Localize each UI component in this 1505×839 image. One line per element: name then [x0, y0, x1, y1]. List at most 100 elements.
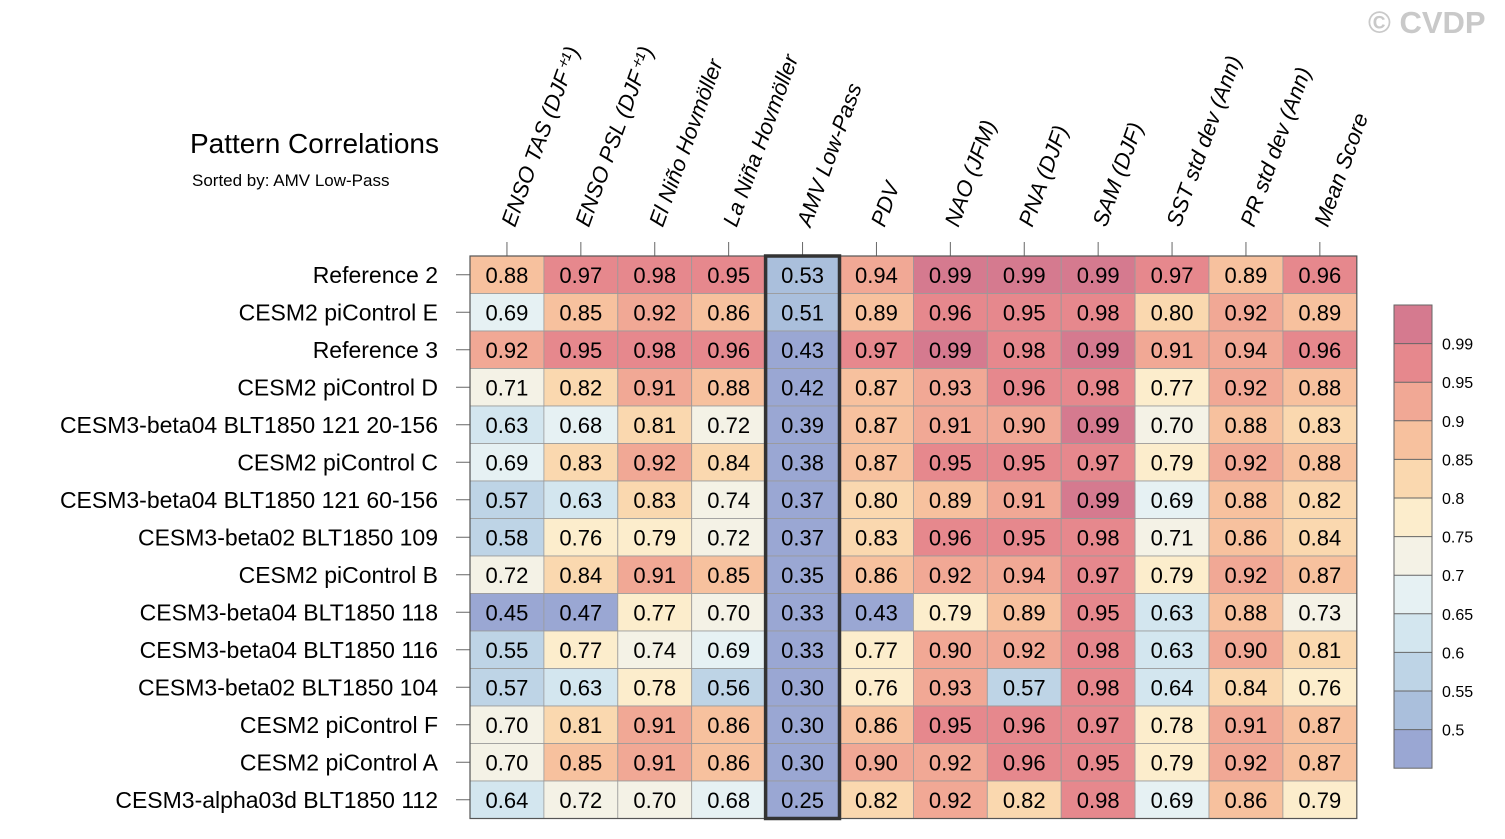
heatmap-cell: [986, 780, 1062, 819]
cell-value: 0.63: [559, 488, 602, 513]
heatmap-cell: [913, 630, 988, 669]
column-label-mean-score: Mean Score: [1309, 110, 1373, 230]
cell-value: 0.91: [929, 413, 972, 438]
cell-value: 0.91: [633, 375, 676, 400]
cell-value: 0.86: [1225, 788, 1268, 813]
cell-value: 0.70: [707, 600, 750, 625]
sorted-column-highlight: [763, 254, 842, 821]
heatmap-cell: [543, 593, 619, 632]
colorbar-swatch: [1394, 536, 1432, 576]
cell-value: 0.99: [1077, 263, 1120, 288]
heatmap-cells: 0.88 0.97 0.98 0.95 0.53 0.94 0.99 0.99 0.99 0.97…: [469, 254, 1358, 821]
column-label-sam-djf: SAM (DJF): [1087, 119, 1148, 230]
cell-value: 0.51: [781, 300, 824, 325]
heatmap-cell: [1208, 630, 1284, 669]
heatmap-cell: [543, 705, 619, 744]
cell-value: 0.87: [1298, 750, 1341, 775]
cell-value: 0.82: [1003, 788, 1046, 813]
colorbar-swatch: [1394, 382, 1432, 421]
colorbar-swatch: [1394, 729, 1432, 769]
heatmap-cell: [913, 705, 988, 744]
cell-value: 0.92: [929, 788, 972, 813]
cell-value: 0.91: [633, 563, 676, 588]
cell-value: 0.81: [633, 413, 676, 438]
heatmap-cell: [691, 405, 767, 444]
watermark: © CVDP: [1368, 5, 1486, 40]
heatmap-cell: [986, 255, 1062, 294]
cell-value: 0.91: [1225, 713, 1268, 738]
column-label-nao-jfm: NAO (JFM): [940, 117, 1002, 230]
cell-value: 0.95: [559, 338, 602, 363]
colorbar-tick-label: 0.8: [1442, 491, 1464, 508]
heatmap-cell: [839, 555, 914, 594]
heatmap-cell: [1134, 780, 1210, 819]
cell-value: 0.83: [855, 525, 898, 550]
colorbar-tick-label: 0.65: [1442, 607, 1473, 624]
cell-value: 0.92: [1225, 563, 1268, 588]
heatmap-cell: [839, 630, 914, 669]
colorbar-swatch: [1394, 343, 1432, 383]
cell-value: 0.85: [707, 563, 750, 588]
heatmap-cell: [765, 630, 840, 669]
column-label-la-nina-hovmoller: La Niña Hovmöller: [718, 50, 804, 230]
row-label: Reference 3: [313, 337, 438, 363]
cell-value: 0.86: [855, 713, 898, 738]
cell-value: 0.38: [781, 450, 824, 475]
heatmap-cell: [986, 705, 1062, 744]
cell-value: 0.94: [1003, 563, 1046, 588]
cell-value: 0.70: [486, 750, 529, 775]
cell-value: 0.83: [633, 488, 676, 513]
cell-value: 0.95: [1003, 300, 1046, 325]
column-label-pdv: PDV: [866, 176, 906, 229]
cell-value: 0.33: [781, 638, 824, 663]
cell-value: 0.76: [855, 675, 898, 700]
heatmap-cell: [1208, 293, 1284, 332]
cell-value: 0.96: [1003, 375, 1046, 400]
heatmap-cell: [839, 368, 914, 407]
heatmap-cell: [1282, 255, 1358, 294]
cell-value: 0.92: [1225, 375, 1268, 400]
heatmap-cell: [617, 630, 693, 669]
column-label-amv-low-pass: AMV Low-Pass: [791, 80, 867, 232]
cell-value: 0.93: [929, 375, 972, 400]
heatmap-cell: [913, 593, 988, 632]
cell-value: 0.39: [781, 413, 824, 438]
cell-value: 0.92: [929, 750, 972, 775]
cell-value: 0.91: [633, 713, 676, 738]
heatmap-cell: [986, 330, 1062, 369]
heatmap-cell: [765, 555, 840, 594]
heatmap-cell: [1134, 555, 1210, 594]
heatmap-cell: [617, 705, 693, 744]
heatmap-cell: [1282, 743, 1358, 782]
cell-value: 0.95: [1003, 525, 1046, 550]
cell-value: 0.57: [486, 488, 529, 513]
heatmap-cell: [1060, 480, 1136, 519]
cell-value: 0.68: [707, 788, 750, 813]
cell-value: 0.88: [1225, 600, 1268, 625]
heatmap-cell: [691, 630, 767, 669]
heatmap-cell: [617, 443, 693, 482]
cell-value: 0.94: [1225, 338, 1268, 363]
cell-value: 0.79: [1151, 563, 1194, 588]
heatmap-cell: [469, 443, 545, 482]
cell-value: 0.42: [781, 375, 824, 400]
heatmap-cell: [1060, 668, 1136, 707]
cell-value: 0.96: [1298, 338, 1341, 363]
heatmap-cell: [839, 330, 914, 369]
cell-value: 0.96: [929, 300, 972, 325]
cell-value: 0.86: [707, 713, 750, 738]
heatmap-cell: [765, 780, 840, 819]
heatmap-cell: [691, 780, 767, 819]
chart-subtitle: Sorted by: AMV Low-Pass: [192, 171, 389, 190]
cell-value: 0.98: [1077, 525, 1120, 550]
heatmap-frame: [469, 255, 1358, 820]
row-label: CESM2 piControl D: [237, 374, 438, 400]
cell-value: 0.87: [1298, 713, 1341, 738]
heatmap-cell: [469, 780, 545, 819]
cell-value: 0.89: [855, 300, 898, 325]
cell-value: 0.55: [486, 638, 529, 663]
heatmap-cell: [913, 480, 988, 519]
cell-value: 0.92: [929, 563, 972, 588]
cell-value: 0.78: [1151, 713, 1194, 738]
heatmap-cell: [913, 743, 988, 782]
